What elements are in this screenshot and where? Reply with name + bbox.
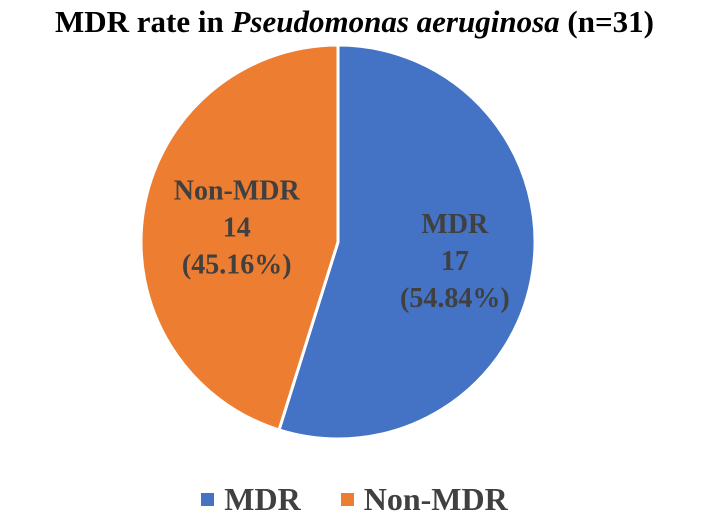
pie-slice-mdr [277, 43, 537, 441]
legend-swatch-mdr [201, 492, 215, 506]
legend-label-mdr: MDR [224, 481, 301, 517]
chart-title-prefix: MDR rate in [55, 4, 232, 39]
slice-label-count: 17 [441, 246, 469, 277]
legend-swatch-non-mdr [340, 492, 354, 506]
legend-label-non-mdr: Non-MDR [363, 481, 508, 517]
slice-label-mdr: MDR 17 (54.84%) [400, 209, 510, 314]
chart-title: MDR rate in Pseudomonas aeruginosa (n=31… [0, 2, 709, 42]
slice-label-non-mdr: Non-MDR 14 (45.16%) [174, 175, 301, 280]
slice-label-name: Non-MDR [174, 175, 301, 206]
pie-slice-labels: MDR 17 (54.84%) Non-MDR 14 (45.16%) [174, 175, 510, 313]
slice-label-count: 14 [223, 212, 251, 243]
legend: MDR Non-MDR [0, 476, 709, 522]
legend-item-non-mdr: Non-MDR [340, 479, 508, 519]
slice-label-percent: (54.84%) [400, 283, 510, 314]
pie-chart: MDR 17 (54.84%) Non-MDR 14 (45.16%) [139, 43, 537, 441]
pie-slice-non-mdr [139, 43, 340, 432]
slice-label-name: MDR [421, 209, 489, 240]
chart-title-suffix: (n=31) [559, 4, 654, 39]
pie-slices [139, 43, 537, 441]
chart-title-organism: Pseudomonas aeruginosa [231, 4, 560, 39]
legend-item-mdr: MDR [201, 479, 301, 519]
slice-label-percent: (45.16%) [182, 249, 292, 280]
